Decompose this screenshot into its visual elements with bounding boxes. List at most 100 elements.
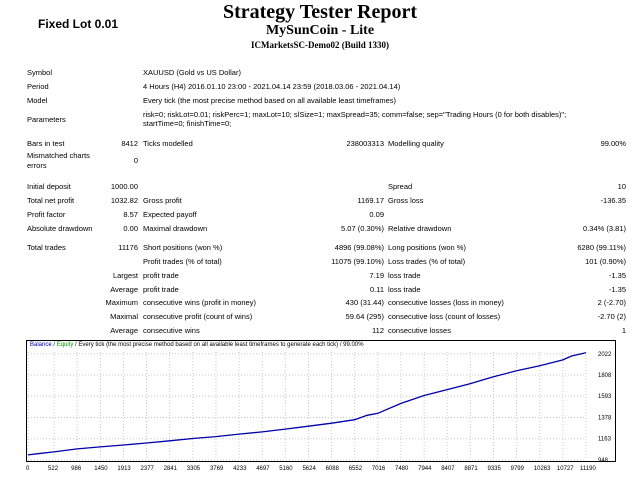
x-tick-label: 1913 bbox=[117, 466, 131, 472]
chart-header: Balance / Equity / Every tick (the most … bbox=[30, 341, 364, 349]
maximum-label: Maximum bbox=[105, 298, 138, 307]
short-positions-label: Short positions (won %) bbox=[143, 243, 223, 252]
profit-factor-label: Profit factor bbox=[27, 210, 66, 219]
parameters-line-1: risk=0; riskLot=0.01; riskPerc=1; maxLot… bbox=[143, 110, 567, 119]
balance-line bbox=[27, 352, 587, 456]
maximal-consecutive-profit-value: 59.64 (295) bbox=[345, 312, 384, 321]
legend-equity: Equity bbox=[56, 342, 74, 348]
y-tick-label: 1378 bbox=[598, 415, 612, 421]
x-tick-label: 522 bbox=[48, 466, 59, 472]
legend-sep: / bbox=[51, 342, 57, 348]
total-trades-label: Total trades bbox=[27, 243, 66, 252]
report-title: Strategy Tester Report bbox=[222, 1, 418, 23]
x-tick-label: 8871 bbox=[464, 466, 478, 472]
expected-payoff-label: Expected payoff bbox=[143, 210, 197, 219]
maximal-consecutive-loss-value: -2.70 (2) bbox=[597, 312, 626, 321]
model-label: Model bbox=[27, 96, 48, 105]
y-tick-label: 948 bbox=[598, 458, 609, 462]
balance-chart: 948 1163 1378 1593 1808 2022 bbox=[26, 340, 616, 462]
chart-frame bbox=[26, 340, 616, 462]
maximal-label: Maximal bbox=[110, 312, 138, 321]
average-loss-label: loss trade bbox=[388, 285, 421, 294]
spread-value: 10 bbox=[617, 182, 626, 191]
period-label: Period bbox=[27, 82, 49, 91]
long-positions-label: Long positions (won %) bbox=[388, 243, 466, 252]
fixed-lot-label: Fixed Lot 0.01 bbox=[38, 17, 119, 31]
bars-label: Bars in test bbox=[27, 139, 65, 148]
average-consecutive-wins-value: 112 bbox=[372, 326, 384, 335]
bars-value: 8412 bbox=[121, 139, 138, 148]
ea-name: MySunCoin - Lite bbox=[265, 23, 375, 38]
total-trades-value: 11176 bbox=[118, 243, 138, 252]
x-tick-label: 1450 bbox=[94, 466, 108, 472]
y-tick-label: 1593 bbox=[598, 394, 612, 400]
maximal-drawdown-label: Maximal drawdown bbox=[143, 224, 208, 233]
legend-balance: Balance bbox=[30, 342, 52, 348]
long-positions-value: 6280 (99.11%) bbox=[577, 243, 626, 252]
average-consecutive-wins-label: consecutive wins bbox=[143, 326, 200, 335]
ticks-label: Ticks modelled bbox=[143, 139, 193, 148]
x-tick-label: 5624 bbox=[302, 466, 316, 472]
deposit-value: 1000.00 bbox=[110, 182, 138, 191]
x-tick-label: 6088 bbox=[325, 466, 339, 472]
relative-drawdown-value: 0.34% (3.81) bbox=[583, 224, 626, 233]
y-tick-label: 1163 bbox=[598, 437, 612, 443]
x-tick-label: 3305 bbox=[186, 466, 201, 472]
max-consecutive-losses-label: consecutive losses (loss in money) bbox=[388, 298, 504, 307]
maximal-consecutive-profit-label: consecutive profit (count of wins) bbox=[143, 312, 253, 321]
profit-trades-label: Profit trades (% of total) bbox=[143, 257, 222, 266]
model-value: Every tick (the most precise method base… bbox=[143, 96, 397, 105]
profit-trades-value: 11075 (99.10%) bbox=[331, 257, 384, 266]
ticks-value: 238003313 bbox=[346, 139, 384, 148]
largest-label: Largest bbox=[112, 271, 138, 280]
x-tick-label: 5160 bbox=[279, 466, 293, 472]
x-tick-label: 7016 bbox=[371, 466, 386, 472]
quality-value: 99.00% bbox=[600, 139, 626, 148]
average-consecutive-losses-label: consecutive losses bbox=[388, 326, 451, 335]
x-tick-label: 4697 bbox=[256, 466, 270, 472]
parameters-line-2: startTime=0; finishTime=0; bbox=[143, 119, 232, 128]
x-tick-label: 7480 bbox=[394, 466, 409, 472]
average-consecutive-losses-value: 1 bbox=[621, 326, 626, 335]
spread-label: Spread bbox=[388, 182, 413, 191]
x-tick-label: 10727 bbox=[556, 466, 574, 472]
x-tick-label: 6552 bbox=[348, 466, 363, 472]
loss-trades-label: Loss trades (% of total) bbox=[388, 257, 466, 266]
gross-loss-value: -136.35 bbox=[600, 196, 626, 205]
x-tick-label: 9799 bbox=[510, 466, 524, 472]
profit-factor-value: 8.57 bbox=[123, 210, 138, 219]
x-tick-label: 2841 bbox=[163, 466, 178, 472]
x-tick-label: 8407 bbox=[441, 466, 455, 472]
absolute-drawdown-value: 0.00 bbox=[123, 224, 138, 233]
absolute-drawdown-label: Absolute drawdown bbox=[27, 224, 93, 233]
x-tick-label: 3769 bbox=[209, 466, 224, 472]
maximal-consecutive-loss-label: consecutive loss (count of losses) bbox=[388, 312, 501, 321]
loss-trades-value: 101 (0.90%) bbox=[585, 257, 626, 266]
relative-drawdown-label: Relative drawdown bbox=[388, 224, 452, 233]
net-profit-value: 1032.82 bbox=[110, 196, 138, 205]
x-tick-label: 0 bbox=[26, 466, 30, 472]
largest-loss-label: loss trade bbox=[388, 271, 421, 280]
maximal-drawdown-value: 5.07 (0.30%) bbox=[341, 224, 384, 233]
mismatch-value: 0 bbox=[133, 156, 138, 165]
symbol-label: Symbol bbox=[27, 68, 53, 77]
average-loss-value: -1.35 bbox=[608, 285, 626, 294]
largest-loss-value: -1.35 bbox=[608, 271, 626, 280]
max-consecutive-wins-value: 430 (31.44) bbox=[345, 298, 384, 307]
x-tick-label: 986 bbox=[71, 466, 82, 472]
max-consecutive-wins-label: consecutive wins (profit in money) bbox=[143, 298, 256, 307]
average-consecutive-label: Average bbox=[110, 326, 138, 335]
server-build: ICMarketsSC-Demo02 (Build 1330) bbox=[251, 40, 389, 50]
mismatch-label-1: Mismatched charts bbox=[27, 151, 90, 160]
gross-profit-label: Gross profit bbox=[143, 196, 182, 205]
gross-profit-value: 1169.17 bbox=[357, 196, 384, 205]
average-profit-label: profit trade bbox=[143, 285, 179, 294]
period-value: 4 Hours (H4) 2016.01.10 23:00 - 2021.04.… bbox=[143, 82, 401, 91]
largest-profit-value: 7.19 bbox=[369, 271, 384, 280]
max-consecutive-losses-value: 2 (-2.70) bbox=[597, 298, 626, 307]
largest-profit-label: profit trade bbox=[143, 271, 179, 280]
gross-loss-label: Gross loss bbox=[388, 196, 424, 205]
quality-label: Modelling quality bbox=[388, 139, 444, 148]
y-tick-label: 2022 bbox=[598, 352, 612, 358]
deposit-label: Initial deposit bbox=[27, 182, 71, 191]
